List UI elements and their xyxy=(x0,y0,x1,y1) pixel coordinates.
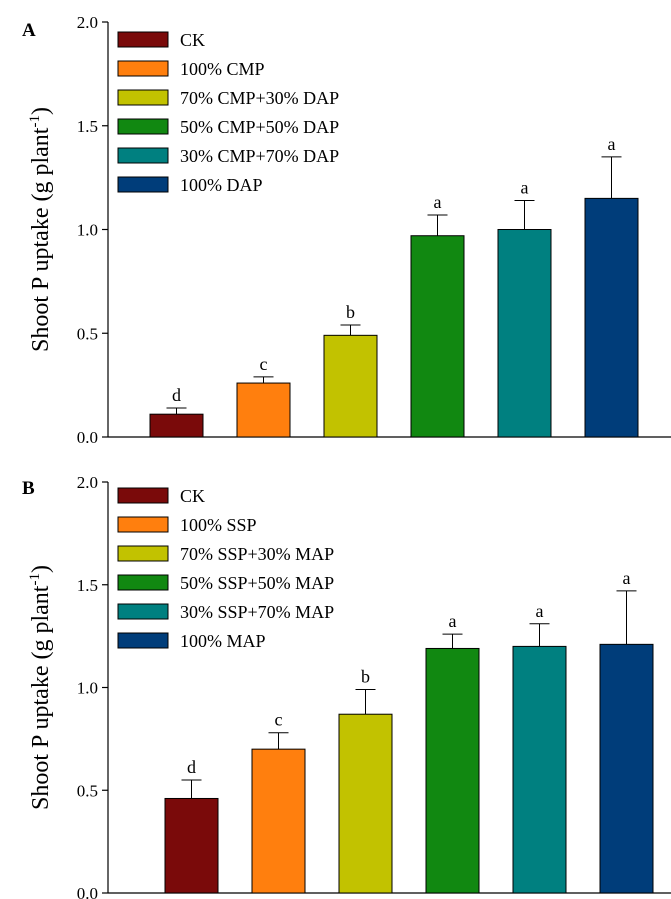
legend-swatch xyxy=(117,487,169,504)
bar xyxy=(236,382,291,438)
y-tick-label: 1.0 xyxy=(77,221,98,240)
legend-swatch xyxy=(117,632,169,649)
legend-swatch xyxy=(117,89,169,106)
y-tick-label: 2.0 xyxy=(77,13,98,32)
legend-label: 100% CMP xyxy=(180,59,265,79)
bar xyxy=(149,413,204,438)
legend-label: 30% CMP+70% DAP xyxy=(180,146,339,166)
legend-swatch xyxy=(117,545,169,562)
legend-label: 70% CMP+30% DAP xyxy=(180,88,339,108)
legend-label: CK xyxy=(180,486,205,506)
significance-letter: b xyxy=(346,302,355,322)
legend-swatch xyxy=(117,60,169,77)
panel-label: B xyxy=(22,478,35,499)
panel-label: A xyxy=(22,20,36,41)
y-axis-title-superscript: -1 xyxy=(27,573,43,586)
legend-swatch xyxy=(117,516,169,533)
legend-label: CK xyxy=(180,30,205,50)
legend-swatch xyxy=(117,147,169,164)
y-tick-label: 0.5 xyxy=(77,324,98,343)
bar xyxy=(599,643,654,894)
bar xyxy=(338,713,393,894)
significance-letter: a xyxy=(449,611,457,631)
legend-swatch xyxy=(117,603,169,620)
bar xyxy=(497,229,552,438)
y-axis-title: Shoot P uptake (g plant-1) xyxy=(27,565,54,810)
y-axis-title-tail: ) xyxy=(28,107,54,115)
legend-swatch xyxy=(117,31,169,48)
legend-label: 50% CMP+50% DAP xyxy=(180,117,339,137)
significance-letter: a xyxy=(536,601,544,621)
legend-label: 100% DAP xyxy=(180,175,263,195)
bar xyxy=(164,797,219,894)
y-tick-label: 0.5 xyxy=(77,781,98,800)
legend-label: 70% SSP+30% MAP xyxy=(180,544,334,564)
legend-swatch xyxy=(117,176,169,193)
legend-label: 50% SSP+50% MAP xyxy=(180,573,334,593)
legend-label: 100% MAP xyxy=(180,631,266,651)
legend-label: 100% SSP xyxy=(180,515,257,535)
y-tick-label: 1.5 xyxy=(77,576,98,595)
y-tick-label: 0.0 xyxy=(77,884,98,899)
y-tick-label: 1.0 xyxy=(77,679,98,698)
legend-label: 30% SSP+70% MAP xyxy=(180,602,334,622)
significance-letter: a xyxy=(623,568,631,588)
significance-letter: b xyxy=(361,667,370,687)
significance-letter: a xyxy=(608,134,616,154)
significance-letter: c xyxy=(275,710,283,730)
legend-swatch xyxy=(117,118,169,135)
legend-swatch xyxy=(117,574,169,591)
bar xyxy=(584,197,639,438)
significance-letter: a xyxy=(521,177,529,197)
panel-b: B 0.0 0.5 1.0 1.5 2.0 Shoot P uptake (g plant-… xyxy=(22,473,671,899)
y-tick-label: 2.0 xyxy=(77,473,98,492)
y-axis-title-superscript: -1 xyxy=(27,115,43,128)
bar xyxy=(323,334,378,438)
bar xyxy=(410,235,465,438)
y-axis-title: Shoot P uptake (g plant-1) xyxy=(27,107,54,352)
bar xyxy=(425,647,480,894)
significance-letter: a xyxy=(434,192,442,212)
bar xyxy=(512,645,567,894)
y-tick-label: 1.5 xyxy=(77,117,98,136)
significance-letter: c xyxy=(260,354,268,374)
bar xyxy=(251,748,306,894)
significance-letter: d xyxy=(187,757,196,777)
significance-letter: d xyxy=(172,385,181,405)
y-tick-label: 0.0 xyxy=(77,428,98,447)
y-axis-title-tail: ) xyxy=(28,565,54,573)
panel-a: A 0.0 0.5 1.0 1.5 2.0 Shoot P uptake (g plant-… xyxy=(22,13,671,447)
